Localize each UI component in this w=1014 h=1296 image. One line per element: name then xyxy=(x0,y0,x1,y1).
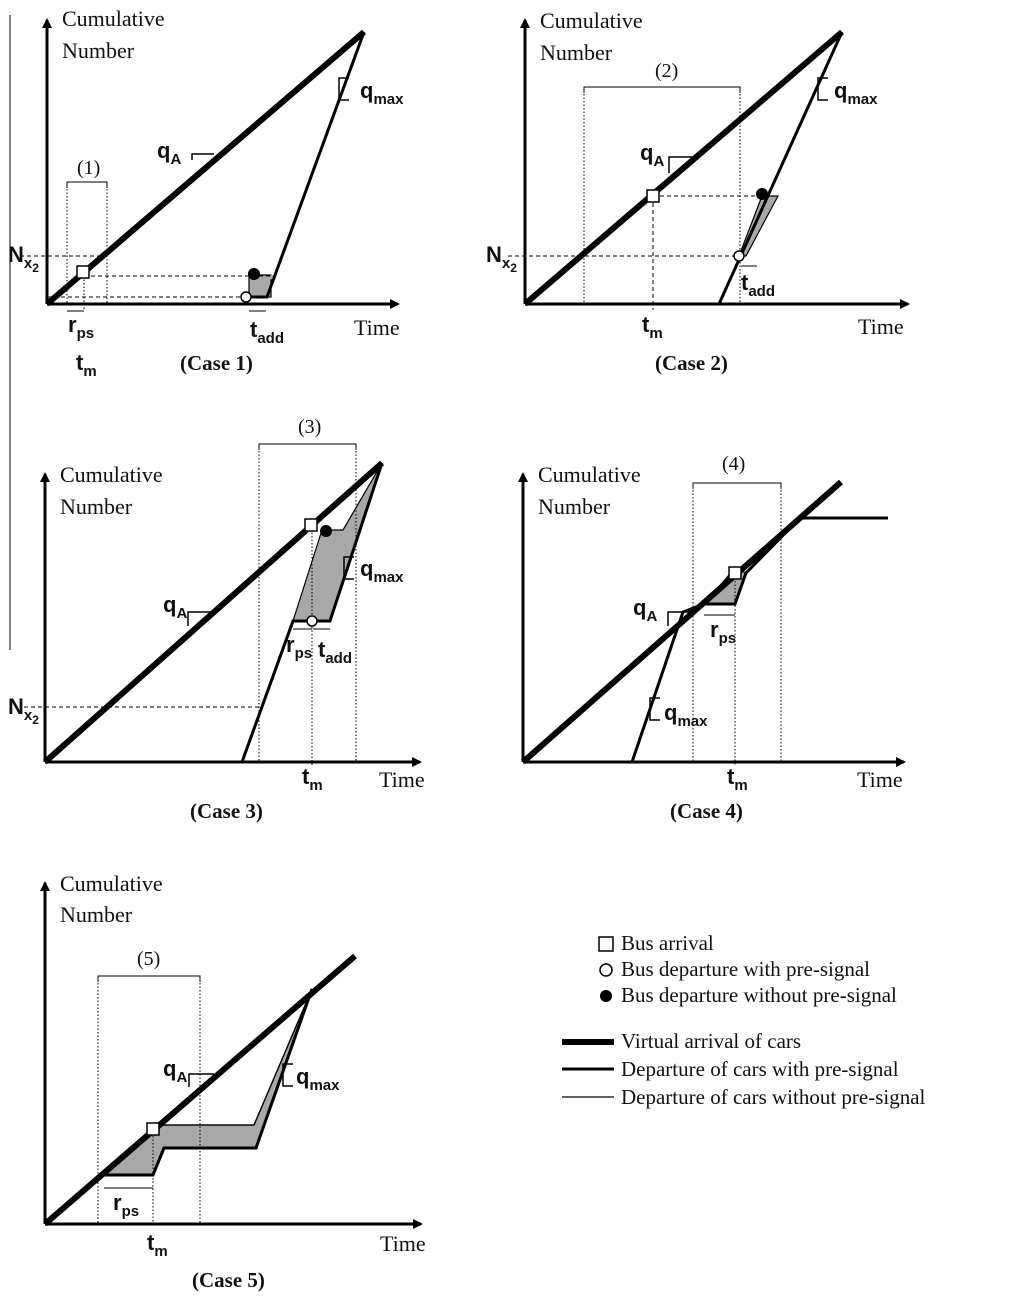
legend-bus-departure-with: Bus departure with pre-signal xyxy=(621,957,870,981)
case-caption: (Case 1) xyxy=(180,351,253,375)
bus-arrival-icon xyxy=(598,936,614,952)
t-add-label: tadd xyxy=(318,637,352,667)
y-axis-label-line1: Cumulative xyxy=(60,871,163,896)
x-axis-label: Time xyxy=(380,1231,426,1256)
interval-label: (1) xyxy=(77,157,100,179)
interval-bracket xyxy=(97,975,201,982)
x-axis-label: Time xyxy=(379,767,425,792)
r-ps-label: rps xyxy=(286,632,312,662)
case-caption: (Case 2) xyxy=(655,351,728,375)
y-axis-label-line2: Number xyxy=(60,494,133,519)
bus-departure-without-icon xyxy=(600,990,612,1002)
q-a-label: qA xyxy=(157,138,181,168)
departure-with-presignal xyxy=(244,31,366,299)
y-axis-label-line1: Cumulative xyxy=(538,462,641,487)
virtual-arrival-line xyxy=(523,29,844,307)
y-axis-label-line1: Cumulative xyxy=(60,462,163,487)
case-caption: (Case 3) xyxy=(190,799,263,823)
q-a-label: qA xyxy=(633,595,657,625)
departure-with-presignal xyxy=(104,988,314,1177)
legend: Bus arrival Bus departure with pre-signa… xyxy=(562,931,926,1109)
x-axis-label: Time xyxy=(857,767,903,792)
y-axis-label-line2: Number xyxy=(62,38,135,63)
q-max-slope-marker xyxy=(338,77,349,101)
legend-departure-without: Departure of cars without pre-signal xyxy=(621,1085,926,1109)
q-a-slope-marker xyxy=(187,611,214,626)
bus-departure-without-marker xyxy=(320,525,332,537)
n-x2-label: Nx2 xyxy=(486,242,517,275)
q-max-slope-marker xyxy=(282,1063,293,1087)
interval-label: (3) xyxy=(298,416,321,438)
bus-arrival-marker xyxy=(728,566,742,580)
legend-bus-arrival: Bus arrival xyxy=(621,931,714,955)
interval-label: (4) xyxy=(722,453,745,475)
n-x2-label: Nx2 xyxy=(8,242,39,275)
virtual-arrival-line xyxy=(45,29,366,307)
q-a-label: qA xyxy=(163,1056,187,1086)
interval-bracket xyxy=(258,443,357,450)
y-axis-label-line2: Number xyxy=(538,494,611,519)
t-add-label: tadd xyxy=(741,270,775,300)
q-max-slope-marker xyxy=(649,697,660,721)
case-2-diagram: Cumulative Number Time (2) qA qmax Nx2 t… xyxy=(486,8,910,375)
bus-arrival-marker xyxy=(76,265,90,279)
x-axis-label: Time xyxy=(858,314,904,339)
q-max-label: qmax xyxy=(296,1064,340,1094)
case-caption: (Case 5) xyxy=(192,1268,265,1292)
bus-departure-with-marker xyxy=(240,291,252,303)
bus-departure-with-icon xyxy=(599,963,613,977)
q-max-label: qmax xyxy=(834,78,878,108)
interval-label: (2) xyxy=(655,60,678,82)
n-x2-label: Nx2 xyxy=(8,694,39,727)
t-m-label: tm xyxy=(642,312,663,342)
q-a-slope-marker xyxy=(668,156,695,173)
case-5-diagram: Cumulative Number Time (5) qA qmax rps t… xyxy=(40,871,426,1292)
bus-departure-without-marker xyxy=(248,268,260,280)
q-a-slope-marker xyxy=(188,1073,214,1087)
interval-label: (5) xyxy=(137,948,160,970)
delay-area-edge xyxy=(246,275,275,297)
q-max-label: qmax xyxy=(664,700,708,730)
virtual-arrival-line xyxy=(43,953,357,1227)
interval-bracket xyxy=(66,181,108,188)
interval-bracket xyxy=(583,86,741,93)
q-a-slope-marker xyxy=(191,153,214,160)
q-max-label: qmax xyxy=(360,78,404,108)
t-m-label: tm xyxy=(727,764,748,794)
legend-virtual-arrival: Virtual arrival of cars xyxy=(621,1029,801,1053)
y-axis-label-line2: Number xyxy=(60,902,133,927)
x-axis-label: Time xyxy=(354,315,400,340)
case-caption: (Case 4) xyxy=(670,799,743,823)
case-3-diagram: Cumulative Number Time (3) qA qmax Nx2 r… xyxy=(8,416,425,823)
y-axis-label-line1: Cumulative xyxy=(540,8,643,33)
r-ps-label: rps xyxy=(113,1190,139,1220)
q-max-slope-marker xyxy=(343,556,354,580)
departure-with-presignal xyxy=(717,31,844,305)
q-a-label: qA xyxy=(163,592,187,622)
t-m-label: tm xyxy=(302,764,323,794)
t-m-label: tm xyxy=(76,350,97,380)
y-axis-label-line1: Cumulative xyxy=(62,6,165,31)
interval-bracket xyxy=(692,482,782,489)
bus-departure-without-marker xyxy=(756,188,768,200)
q-a-label: qA xyxy=(640,140,664,170)
legend-departure-with: Departure of cars with pre-signal xyxy=(621,1057,899,1081)
bus-arrival-marker xyxy=(146,1122,160,1136)
case-1-diagram: Cumulative Number Time (1) qA qmax Nx2 r… xyxy=(8,6,404,380)
bus-departure-with-marker xyxy=(306,615,318,627)
legend-bus-departure-without: Bus departure without pre-signal xyxy=(621,983,897,1007)
q-max-label: qmax xyxy=(360,556,404,586)
r-ps-label: rps xyxy=(68,312,94,342)
case-4-diagram: Cumulative Number Time (4) qA qmax rps t… xyxy=(518,453,906,823)
bus-arrival-marker xyxy=(304,518,318,532)
t-m-label: tm xyxy=(147,1230,168,1260)
q-a-slope-marker xyxy=(667,611,690,626)
bus-departure-with-marker xyxy=(733,250,745,262)
r-ps-label: rps xyxy=(710,617,736,647)
bus-arrival-marker xyxy=(646,189,660,203)
t-add-label: tadd xyxy=(250,317,284,347)
q-max-slope-marker xyxy=(817,77,828,101)
y-axis-label-line2: Number xyxy=(540,40,613,65)
